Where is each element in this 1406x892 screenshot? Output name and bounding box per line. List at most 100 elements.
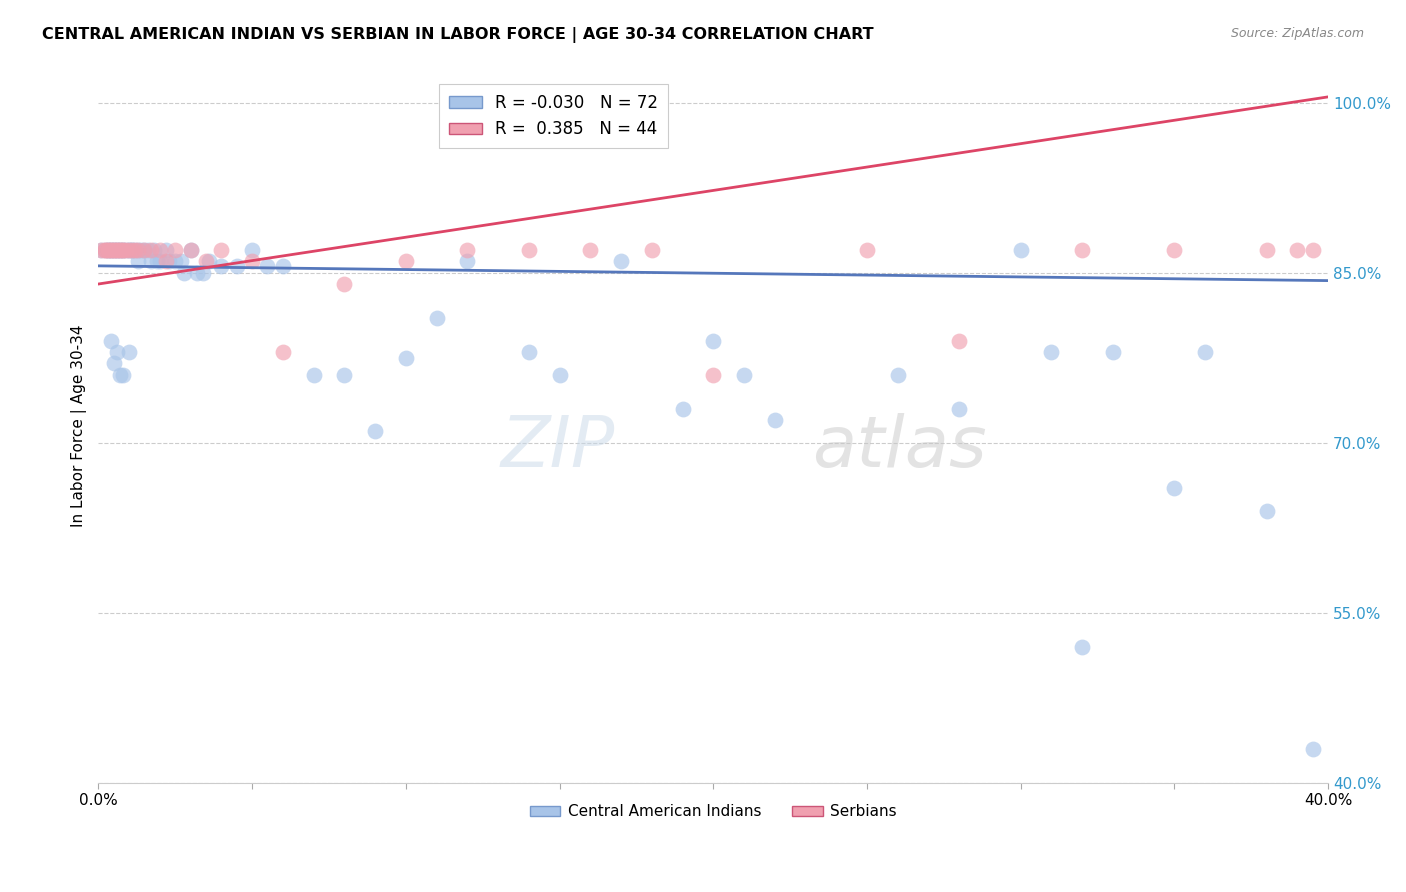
Point [145, 254, 167, 268]
Point [127, 254, 149, 268]
Point [456, 254, 478, 268]
Point [333, 368, 356, 382]
Point [517, 243, 540, 257]
Point [108, 243, 131, 257]
Point [136, 243, 159, 257]
Point [256, 259, 278, 273]
Point [186, 266, 208, 280]
Point [886, 368, 908, 382]
Point [111, 243, 134, 257]
Point [100, 243, 122, 257]
Text: Source: ZipAtlas.com: Source: ZipAtlas.com [1230, 27, 1364, 40]
Point [111, 368, 134, 382]
Point [425, 311, 447, 326]
Point [118, 243, 141, 257]
Point [856, 243, 879, 257]
Point [155, 243, 177, 257]
Point [100, 334, 122, 348]
Point [763, 413, 786, 427]
Point [93, 243, 115, 257]
Point [1194, 345, 1216, 359]
Point [1302, 243, 1324, 257]
Point [121, 243, 143, 257]
Point [131, 243, 153, 257]
Legend: Central American Indians, Serbians: Central American Indians, Serbians [523, 798, 903, 825]
Point [333, 277, 356, 291]
Point [97, 243, 120, 257]
Point [209, 243, 232, 257]
Point [108, 243, 131, 257]
Point [127, 243, 149, 257]
Point [111, 243, 134, 257]
Point [97, 243, 120, 257]
Point [100, 243, 122, 257]
Point [579, 243, 602, 257]
Point [97, 243, 120, 257]
Point [1010, 243, 1032, 257]
Point [103, 243, 125, 257]
Point [103, 243, 125, 257]
Point [364, 425, 387, 439]
Point [108, 368, 131, 382]
Point [103, 243, 125, 257]
Point [1256, 243, 1278, 257]
Text: ZIP: ZIP [501, 413, 614, 482]
Point [517, 345, 540, 359]
Point [180, 243, 202, 257]
Point [97, 243, 120, 257]
Point [155, 254, 177, 268]
Point [142, 243, 165, 257]
Point [1163, 243, 1185, 257]
Point [139, 243, 162, 257]
Point [271, 345, 294, 359]
Point [115, 243, 138, 257]
Point [105, 243, 128, 257]
Point [111, 243, 134, 257]
Point [209, 259, 232, 273]
Text: CENTRAL AMERICAN INDIAN VS SERBIAN IN LABOR FORCE | AGE 30-34 CORRELATION CHART: CENTRAL AMERICAN INDIAN VS SERBIAN IN LA… [42, 27, 873, 43]
Point [548, 368, 571, 382]
Point [100, 243, 122, 257]
Point [1071, 243, 1094, 257]
Point [165, 254, 187, 268]
Point [149, 254, 172, 268]
Point [180, 243, 202, 257]
Point [1302, 742, 1324, 756]
Point [165, 243, 187, 257]
Point [121, 243, 143, 257]
Point [90, 243, 112, 257]
Point [456, 243, 478, 257]
Point [225, 259, 247, 273]
Point [118, 243, 141, 257]
Point [641, 243, 664, 257]
Point [302, 368, 325, 382]
Point [733, 368, 755, 382]
Point [1163, 481, 1185, 495]
Text: atlas: atlas [811, 413, 986, 482]
Point [240, 254, 263, 268]
Point [702, 368, 724, 382]
Point [118, 243, 141, 257]
Point [1071, 640, 1094, 654]
Point [90, 243, 112, 257]
Point [395, 254, 418, 268]
Point [198, 254, 221, 268]
Y-axis label: In Labor Force | Age 30-34: In Labor Force | Age 30-34 [72, 325, 87, 527]
Point [170, 254, 193, 268]
Point [191, 266, 214, 280]
Point [240, 243, 263, 257]
Point [105, 243, 128, 257]
Point [948, 401, 970, 416]
Point [103, 356, 125, 370]
Point [108, 243, 131, 257]
Point [105, 243, 128, 257]
Point [149, 243, 172, 257]
Point [93, 243, 115, 257]
Point [157, 254, 180, 268]
Point [100, 243, 122, 257]
Point [105, 243, 128, 257]
Point [121, 243, 143, 257]
Point [948, 334, 970, 348]
Point [671, 401, 693, 416]
Point [111, 243, 134, 257]
